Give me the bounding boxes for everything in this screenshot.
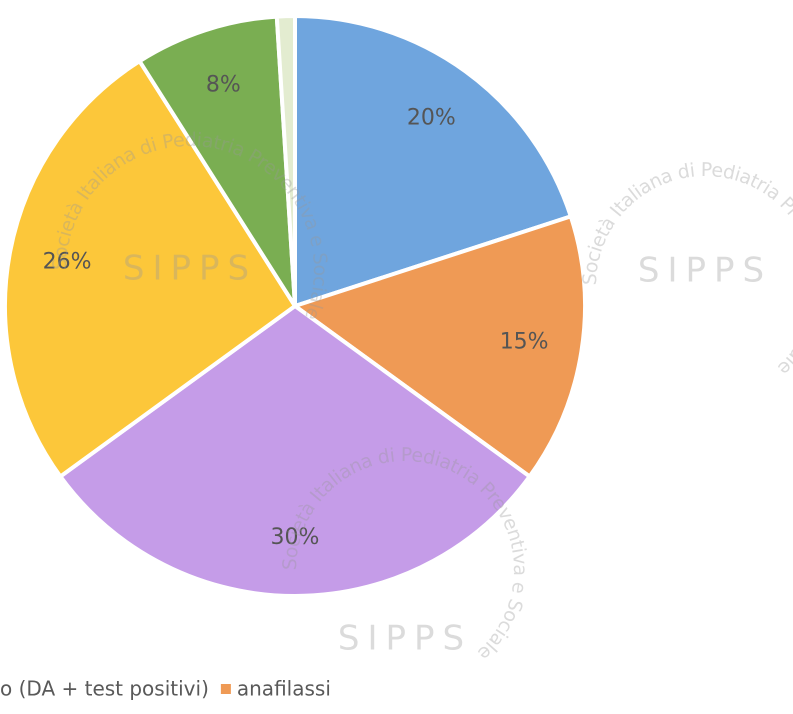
watermark-logo: SIPPS — [638, 251, 772, 291]
data-label: 26% — [43, 250, 92, 275]
legend: o (DA + test positivi) anafilassi — [0, 677, 331, 701]
pie-slice — [57, 303, 533, 598]
legend-swatch — [220, 684, 231, 694]
pie-slice — [3, 58, 298, 480]
pie-slice — [290, 213, 587, 480]
pie-slice — [274, 13, 297, 307]
data-label: 15% — [500, 329, 549, 354]
data-label: 30% — [271, 525, 320, 550]
pie-slice — [136, 14, 297, 308]
legend-label: anafilassi — [237, 677, 331, 701]
pie-slice — [293, 13, 574, 309]
watermark-logo: SIPPS — [123, 249, 257, 289]
watermark-logo: SIPPS — [338, 619, 472, 659]
data-label: 20% — [407, 105, 456, 130]
data-labels: 20% 15% 30% 26% 8% — [43, 72, 549, 550]
legend-label: o (DA + test positivi) — [0, 677, 209, 701]
data-label: 8% — [206, 72, 241, 97]
pie — [3, 13, 587, 598]
